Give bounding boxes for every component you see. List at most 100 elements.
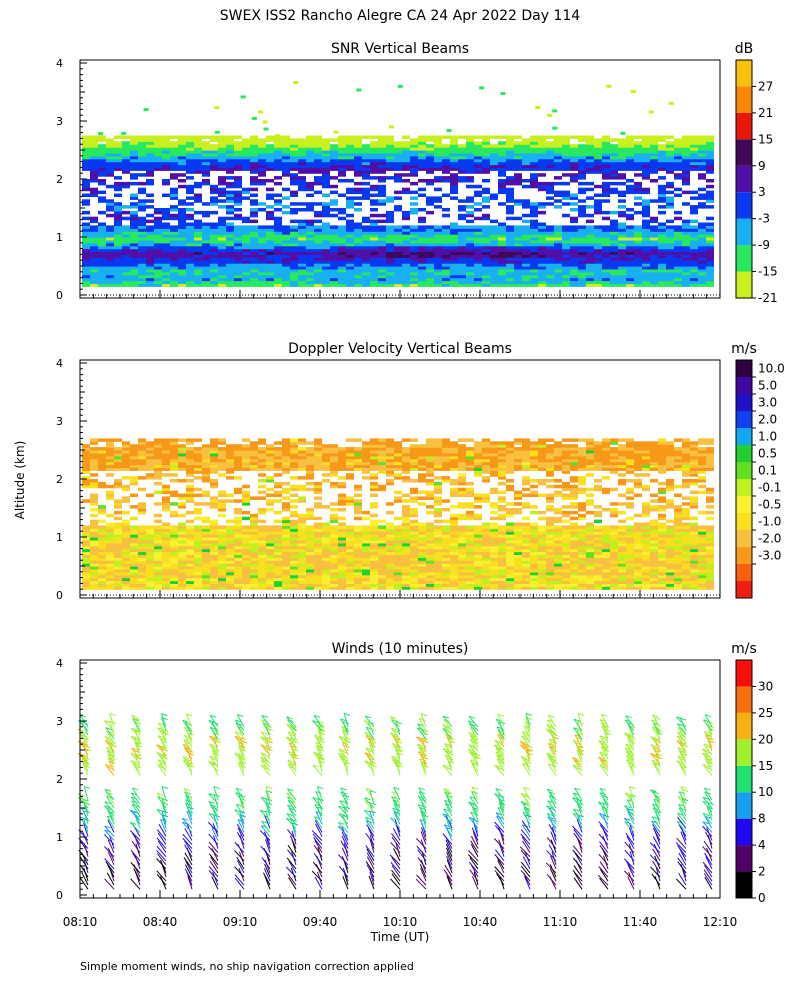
doppler-cell (114, 566, 122, 570)
doppler-cell (90, 496, 98, 500)
snr-cell (706, 152, 714, 157)
snr-cell (666, 268, 674, 273)
doppler-cell (298, 548, 306, 553)
snr-cell (362, 150, 370, 154)
doppler-cell (378, 452, 386, 457)
snr-cell (306, 268, 314, 273)
doppler-cell (178, 586, 186, 590)
snr-cell (482, 158, 490, 163)
doppler-cell (242, 586, 250, 590)
snr-cell (122, 263, 130, 267)
doppler-cell (386, 557, 394, 561)
snr-cell (706, 248, 714, 253)
snr-cell (378, 242, 386, 247)
snr-cell (226, 225, 234, 229)
snr-cell (258, 173, 266, 177)
snr-cell (594, 161, 602, 166)
snr-cell (322, 231, 330, 235)
snr-cell (514, 176, 522, 180)
doppler-cell (282, 542, 290, 547)
snr-cell (106, 274, 114, 279)
doppler-cell (186, 473, 194, 477)
snr-cell (498, 144, 506, 148)
snr-cell (450, 173, 458, 177)
snr-cell (602, 257, 610, 261)
snr-cell (586, 135, 594, 139)
doppler-cell (138, 441, 146, 445)
snr-cell (570, 283, 578, 287)
doppler-cell (330, 513, 338, 518)
doppler-cell (162, 438, 170, 442)
snr-cell (562, 150, 570, 154)
snr-cell (410, 231, 418, 235)
doppler-cell (234, 528, 242, 532)
snr-cell (466, 283, 474, 287)
snr-cell (634, 274, 642, 279)
doppler-cell (314, 447, 322, 451)
doppler-cell (354, 551, 362, 555)
snr-cell (90, 138, 98, 142)
snr-cell (418, 161, 426, 166)
snr-cell (458, 251, 466, 255)
snr-cell (170, 155, 178, 160)
snr-cell (98, 135, 106, 139)
doppler-cell (218, 545, 226, 550)
snr-cell (530, 141, 538, 145)
snr-cell (226, 144, 234, 148)
snr-cell (490, 260, 498, 264)
snr-cell (386, 254, 394, 258)
snr-cell (650, 277, 658, 282)
snr-cell (314, 176, 322, 180)
snr-cell (154, 147, 162, 151)
doppler-cell (130, 548, 138, 553)
doppler-cell (298, 522, 306, 526)
snr-cell (202, 268, 210, 273)
snr-cell (482, 274, 490, 279)
snr-cell (506, 280, 514, 284)
doppler-cell (322, 574, 330, 579)
snr-cell (82, 138, 90, 142)
snr-cell (258, 237, 266, 241)
doppler-cell (210, 542, 218, 547)
snr-cell (354, 251, 362, 255)
snr-cell (650, 260, 658, 264)
snr-cell (330, 257, 338, 261)
snr-cell (450, 141, 458, 145)
doppler-cell (378, 542, 386, 547)
doppler-cell (394, 568, 402, 573)
doppler-cell (194, 516, 202, 521)
doppler-cell (370, 455, 378, 460)
snr-cell (570, 271, 578, 276)
snr-cell (442, 257, 450, 261)
doppler-cell (290, 551, 298, 555)
doppler-cell (362, 580, 370, 584)
snr-cell (682, 263, 690, 267)
doppler-cell (242, 484, 250, 489)
doppler-cell (242, 560, 250, 564)
doppler-cell (274, 551, 282, 555)
snr-cell (322, 251, 330, 255)
doppler-cell (130, 444, 138, 448)
snr-cell (322, 150, 330, 154)
snr-cell (474, 254, 482, 258)
snr-cell (122, 280, 130, 284)
snr-cell (434, 196, 442, 200)
snr-cell (114, 158, 122, 163)
snr-cell (186, 239, 194, 244)
snr-cell (90, 245, 98, 250)
snr-cell (522, 152, 530, 157)
snr-cell (122, 274, 130, 279)
snr-cell (482, 245, 490, 250)
snr-cell (250, 237, 258, 241)
snr-cell (610, 173, 618, 177)
doppler-cell (170, 537, 178, 541)
doppler-cell (266, 455, 274, 460)
snr-cell (706, 283, 714, 287)
snr-cell (426, 155, 434, 160)
snr-cell (594, 138, 602, 142)
snr-cell (426, 231, 434, 235)
snr-cell (250, 179, 258, 183)
doppler-cell (258, 560, 266, 564)
snr-cell (138, 260, 146, 264)
doppler-cell (210, 464, 218, 468)
